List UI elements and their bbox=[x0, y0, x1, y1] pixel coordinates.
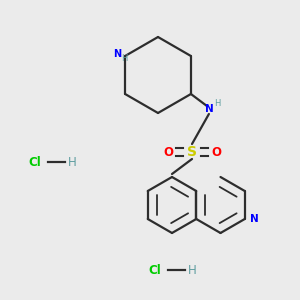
Text: O: O bbox=[211, 146, 221, 158]
Text: Cl: Cl bbox=[148, 263, 161, 277]
Text: H: H bbox=[214, 98, 220, 107]
Text: H: H bbox=[188, 263, 197, 277]
Text: H: H bbox=[68, 155, 77, 169]
Text: N: N bbox=[250, 214, 259, 224]
Text: N: N bbox=[113, 49, 121, 59]
Text: S: S bbox=[187, 145, 197, 159]
Text: H: H bbox=[121, 54, 127, 63]
Text: O: O bbox=[163, 146, 173, 158]
Text: Cl: Cl bbox=[28, 155, 41, 169]
Text: N: N bbox=[205, 104, 213, 114]
